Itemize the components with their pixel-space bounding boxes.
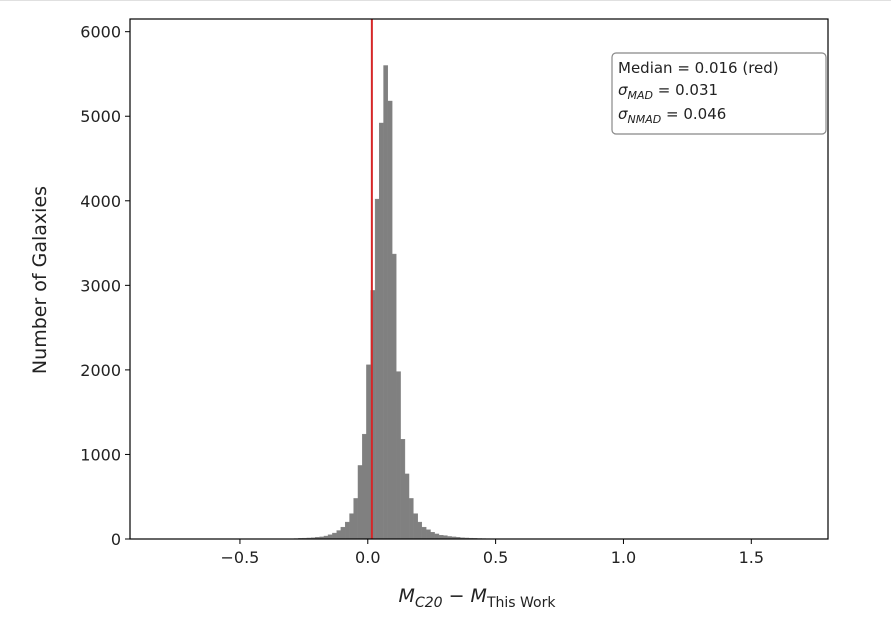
histogram-bar: [434, 533, 440, 540]
x-axis-label: MC20 − MThis Work: [399, 585, 557, 611]
legend-sigma-mad-sub: MAD: [628, 89, 654, 102]
histogram-bar: [383, 65, 389, 540]
histogram-bar: [357, 465, 363, 540]
histogram-bar: [349, 513, 355, 540]
histogram-bar: [366, 364, 371, 540]
legend-median: Median = 0.016 (red): [618, 59, 779, 77]
histogram-bar: [396, 371, 401, 540]
histogram-bar: [387, 100, 393, 540]
y-tick-label: 2000: [80, 361, 121, 380]
y-tick-label: 3000: [80, 276, 121, 295]
legend-sigma-nmad: σNMAD = 0.046: [618, 105, 726, 126]
histogram-bar: [332, 532, 337, 540]
x-tick-label: −0.5: [221, 548, 260, 567]
histogram-bar: [400, 439, 406, 540]
histogram-bar: [340, 526, 346, 540]
histogram-bar: [327, 534, 333, 540]
histogram-bar: [413, 513, 418, 540]
x-tick-label: 0.5: [483, 548, 508, 567]
histogram-bar: [430, 532, 435, 540]
legend-sigma-mad-value: = 0.031: [653, 81, 718, 99]
x-label-sub-2: This Work: [486, 595, 556, 611]
histogram-bar: [353, 498, 359, 540]
y-tick-label: 5000: [80, 107, 121, 126]
histogram-bar: [408, 498, 414, 540]
x-tick-label: 1.5: [739, 548, 764, 567]
y-tick-label: 4000: [80, 192, 121, 211]
legend-sigma-mad: σMAD = 0.031: [618, 81, 718, 102]
y-axis-label: Number of Galaxies: [29, 186, 51, 374]
legend-box: Median = 0.016 (red) σMAD = 0.031 σNMAD …: [611, 52, 827, 135]
y-tick-label: 1000: [80, 445, 121, 464]
histogram-bar: [378, 122, 384, 540]
x-tick-label: 0.0: [355, 548, 380, 567]
histogram-bar: [391, 253, 397, 540]
histogram-bar: [336, 530, 342, 540]
histogram-bars: [293, 65, 499, 540]
histogram-bar: [374, 198, 380, 540]
legend-sigma-nmad-sub: NMAD: [628, 113, 662, 126]
axes-frame: [129, 18, 829, 540]
x-label-sub-1: C20: [415, 595, 443, 611]
legend-sigma-nmad-symbol: σ: [618, 105, 628, 123]
top-divider: [0, 0, 891, 1]
y-axis-ticks: 0 1000 2000 3000 4000 5000 6000: [80, 23, 130, 549]
histogram-bar: [417, 521, 423, 540]
x-label-minus: −: [443, 585, 471, 607]
y-tick-label: 6000: [80, 23, 121, 42]
histogram-bar: [421, 526, 427, 540]
histogram-bar: [344, 521, 350, 540]
histogram-bar: [404, 473, 410, 540]
legend-sigma-nmad-value: = 0.046: [661, 105, 726, 123]
histogram-bar: [362, 433, 367, 540]
y-tick-label: 0: [111, 530, 121, 549]
histogram-bar: [426, 529, 431, 540]
x-label-main-2: M: [471, 585, 487, 607]
x-tick-label: 1.0: [611, 548, 636, 567]
legend-frame: [611, 52, 827, 135]
legend-sigma-mad-symbol: σ: [618, 81, 628, 99]
x-axis-ticks: −0.5 0.0 0.5 1.0 1.5: [221, 539, 764, 567]
x-label-main-1: M: [399, 585, 415, 607]
